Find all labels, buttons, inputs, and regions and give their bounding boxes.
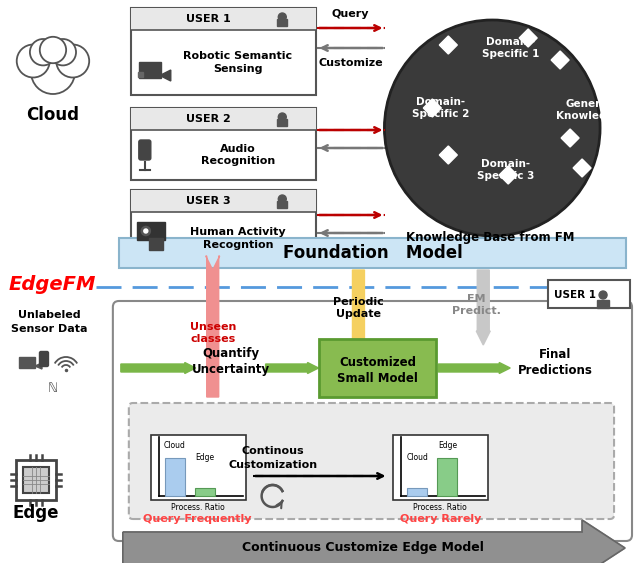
- Bar: [131, 108, 316, 180]
- Bar: [319, 339, 436, 397]
- Text: Process. Ratio: Process. Ratio: [413, 503, 467, 512]
- Bar: [23, 467, 49, 493]
- Circle shape: [278, 13, 286, 21]
- Bar: [277, 201, 287, 208]
- Polygon shape: [561, 129, 579, 147]
- Circle shape: [599, 291, 607, 299]
- Polygon shape: [161, 70, 171, 81]
- Text: Cloud: Cloud: [26, 106, 79, 124]
- Bar: [277, 119, 287, 126]
- Text: Edge: Edge: [195, 453, 214, 462]
- Bar: [16, 460, 56, 500]
- Bar: [277, 19, 287, 26]
- Bar: [195, 488, 214, 496]
- Circle shape: [140, 225, 152, 237]
- Text: Customize: Customize: [318, 58, 383, 68]
- Text: Edge: Edge: [13, 504, 60, 522]
- Text: Final
Predictions: Final Predictions: [518, 347, 593, 377]
- Bar: [138, 72, 143, 77]
- FancyBboxPatch shape: [139, 140, 151, 160]
- Bar: [139, 62, 161, 78]
- Text: Edge: Edge: [438, 440, 457, 449]
- Text: Human Activity
Recogntion: Human Activity Recogntion: [190, 227, 286, 250]
- Polygon shape: [438, 363, 510, 373]
- Circle shape: [278, 195, 286, 203]
- Text: Knowledge Base from FM: Knowledge Base from FM: [406, 231, 575, 244]
- Polygon shape: [351, 270, 365, 397]
- FancyBboxPatch shape: [129, 403, 614, 519]
- Text: Audio
Recognition: Audio Recognition: [201, 144, 275, 166]
- Circle shape: [40, 37, 66, 63]
- Bar: [597, 300, 609, 308]
- Bar: [131, 190, 316, 212]
- Text: Continuous Customize Edge Model: Continuous Customize Edge Model: [241, 542, 483, 555]
- Text: USER 1: USER 1: [554, 290, 596, 300]
- Text: Query Frequently: Query Frequently: [143, 514, 252, 524]
- Circle shape: [278, 113, 286, 121]
- Polygon shape: [519, 29, 537, 47]
- Bar: [408, 488, 428, 496]
- Polygon shape: [603, 79, 621, 97]
- Polygon shape: [423, 99, 442, 117]
- FancyBboxPatch shape: [113, 301, 632, 541]
- Polygon shape: [439, 36, 458, 54]
- Text: Unseen
classes: Unseen classes: [189, 322, 236, 344]
- Polygon shape: [573, 159, 591, 177]
- Polygon shape: [439, 146, 458, 164]
- Text: Domain-
Specific 3: Domain- Specific 3: [477, 159, 534, 181]
- Text: USER 3: USER 3: [186, 196, 231, 206]
- Text: EdgeFM: EdgeFM: [9, 275, 97, 294]
- Text: Customized
Small Model: Customized Small Model: [337, 355, 418, 385]
- Polygon shape: [551, 51, 569, 69]
- Text: Process. Ratio: Process. Ratio: [171, 503, 225, 512]
- Bar: [131, 108, 316, 130]
- Text: Cloud: Cloud: [164, 440, 186, 449]
- Bar: [164, 458, 185, 496]
- Text: ℕ: ℕ: [48, 382, 58, 395]
- Bar: [151, 435, 246, 500]
- Bar: [394, 435, 488, 500]
- Polygon shape: [123, 520, 625, 563]
- Circle shape: [56, 44, 89, 78]
- Text: Domain-
Specific 1: Domain- Specific 1: [481, 37, 539, 59]
- Text: Domain-
Specific 2: Domain- Specific 2: [412, 97, 469, 119]
- Text: FM
Predict.: FM Predict.: [452, 294, 500, 316]
- Polygon shape: [266, 363, 319, 373]
- Bar: [149, 238, 163, 250]
- Circle shape: [17, 44, 50, 78]
- Text: USER 1: USER 1: [186, 14, 231, 24]
- Polygon shape: [476, 270, 490, 345]
- Text: Cloud: Cloud: [406, 453, 428, 462]
- Bar: [131, 8, 316, 30]
- Bar: [119, 238, 626, 268]
- Text: Unlabeled
Sensor Data: Unlabeled Sensor Data: [11, 310, 87, 334]
- Bar: [137, 222, 164, 240]
- Circle shape: [144, 229, 148, 233]
- Circle shape: [385, 20, 600, 236]
- Circle shape: [31, 50, 75, 94]
- FancyBboxPatch shape: [40, 351, 49, 367]
- Bar: [437, 458, 458, 496]
- Text: Query Rarely: Query Rarely: [399, 514, 481, 524]
- Text: Foundation   Model: Foundation Model: [283, 244, 462, 262]
- Bar: [131, 190, 316, 265]
- Text: USER 2: USER 2: [186, 114, 231, 124]
- Text: Periodic
Update: Periodic Update: [333, 297, 384, 319]
- Circle shape: [30, 39, 56, 65]
- Text: General
Knowledge: General Knowledge: [556, 99, 621, 121]
- Text: Quantify
Uncertainty: Quantify Uncertainty: [191, 347, 269, 377]
- Polygon shape: [205, 256, 220, 397]
- Bar: [548, 280, 630, 308]
- Text: Robotic Semantic
Sensing: Robotic Semantic Sensing: [184, 51, 292, 74]
- Text: Query: Query: [332, 9, 369, 19]
- Polygon shape: [35, 363, 42, 369]
- Circle shape: [50, 39, 76, 65]
- Polygon shape: [121, 363, 196, 373]
- Polygon shape: [499, 166, 517, 184]
- Bar: [19, 357, 35, 368]
- Text: Continous
Customization: Continous Customization: [228, 446, 317, 470]
- Bar: [131, 8, 316, 95]
